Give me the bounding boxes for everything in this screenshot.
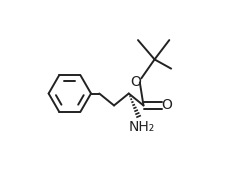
- Text: O: O: [131, 75, 142, 88]
- Text: O: O: [161, 99, 172, 112]
- Text: NH₂: NH₂: [129, 120, 155, 134]
